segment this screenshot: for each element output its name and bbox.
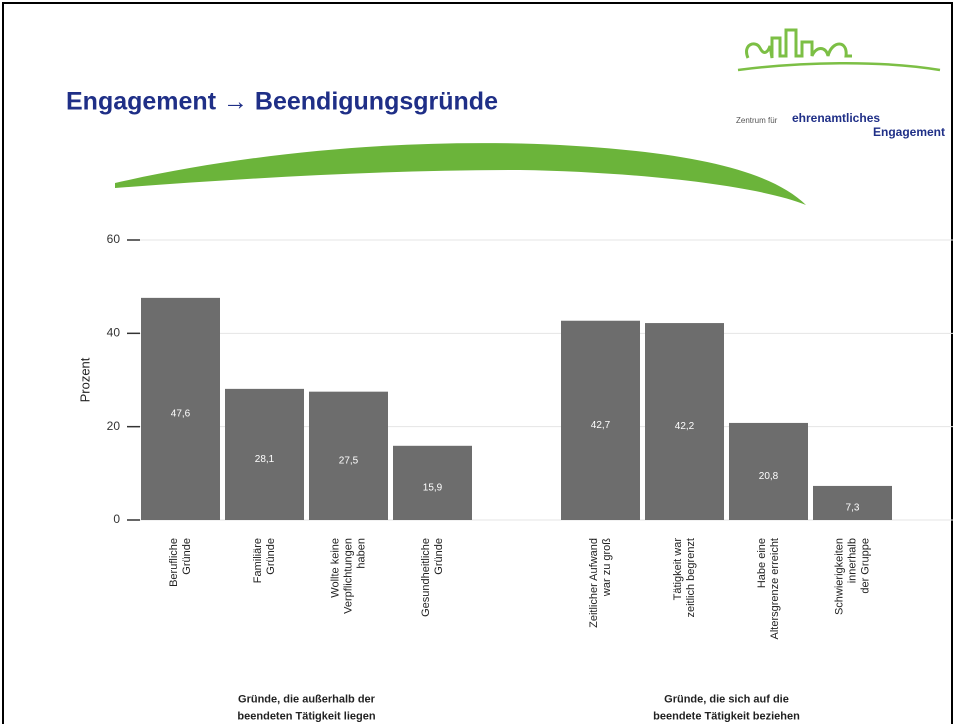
logo-line2: Engagement: [873, 125, 945, 139]
y-axis-label: Prozent: [77, 357, 92, 402]
y-tick-label: 40: [107, 326, 121, 340]
value-label: 28,1: [255, 454, 275, 465]
y-tick-label: 20: [107, 419, 121, 433]
value-label: 7,3: [846, 503, 860, 514]
value-label: 42,7: [591, 420, 611, 431]
value-label: 27,5: [339, 455, 359, 466]
logo-prefix: Zentrum für: [736, 116, 778, 125]
slide-title: Engagement → Beendigungsgründe: [66, 88, 498, 116]
logo-line1: ehrenamtliches: [792, 111, 880, 125]
y-tick-label: 60: [107, 232, 121, 246]
value-label: 20,8: [759, 471, 779, 482]
slide: Engagement → Beendigungsgründe Zentrum f…: [0, 0, 956, 724]
y-tick-label: 0: [113, 512, 120, 526]
value-label: 47,6: [171, 409, 191, 420]
value-label: 42,2: [675, 421, 695, 432]
value-label: 15,9: [423, 483, 443, 494]
